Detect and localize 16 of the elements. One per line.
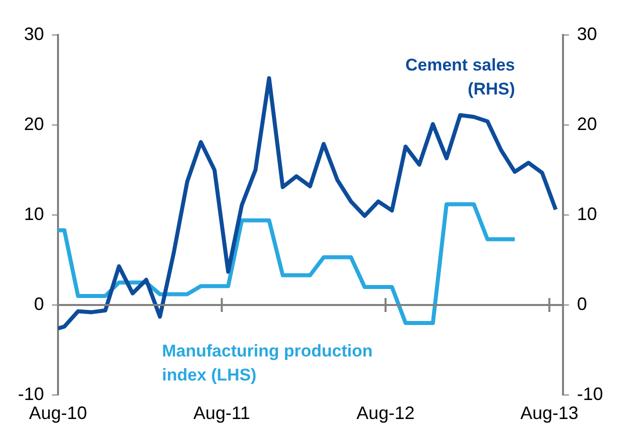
y2-tick-label: 20 (577, 114, 598, 134)
y2-tick-label: 0 (577, 294, 588, 314)
y2-tick-label: 10 (577, 204, 598, 224)
text: Manufacturing production index (LHS) (162, 342, 378, 385)
y-tick-label: 10 (24, 204, 44, 224)
y2-tick-label: -10 (577, 384, 604, 404)
x-tick-label: Aug-11 (193, 402, 250, 423)
x-tick-label: Aug-10 (28, 402, 88, 423)
x-tick-label: Aug-12 (356, 402, 415, 423)
y2-tick-label: 30 (577, 24, 598, 44)
y-tick-label: 0 (34, 294, 44, 314)
y-tick-label: 20 (24, 114, 44, 134)
y-tick-label: -10 (18, 384, 44, 404)
x-tick-label: Aug-13 (520, 402, 578, 423)
y-tick-label: 30 (24, 24, 44, 44)
text: Cement sales (RHS) (405, 56, 515, 99)
